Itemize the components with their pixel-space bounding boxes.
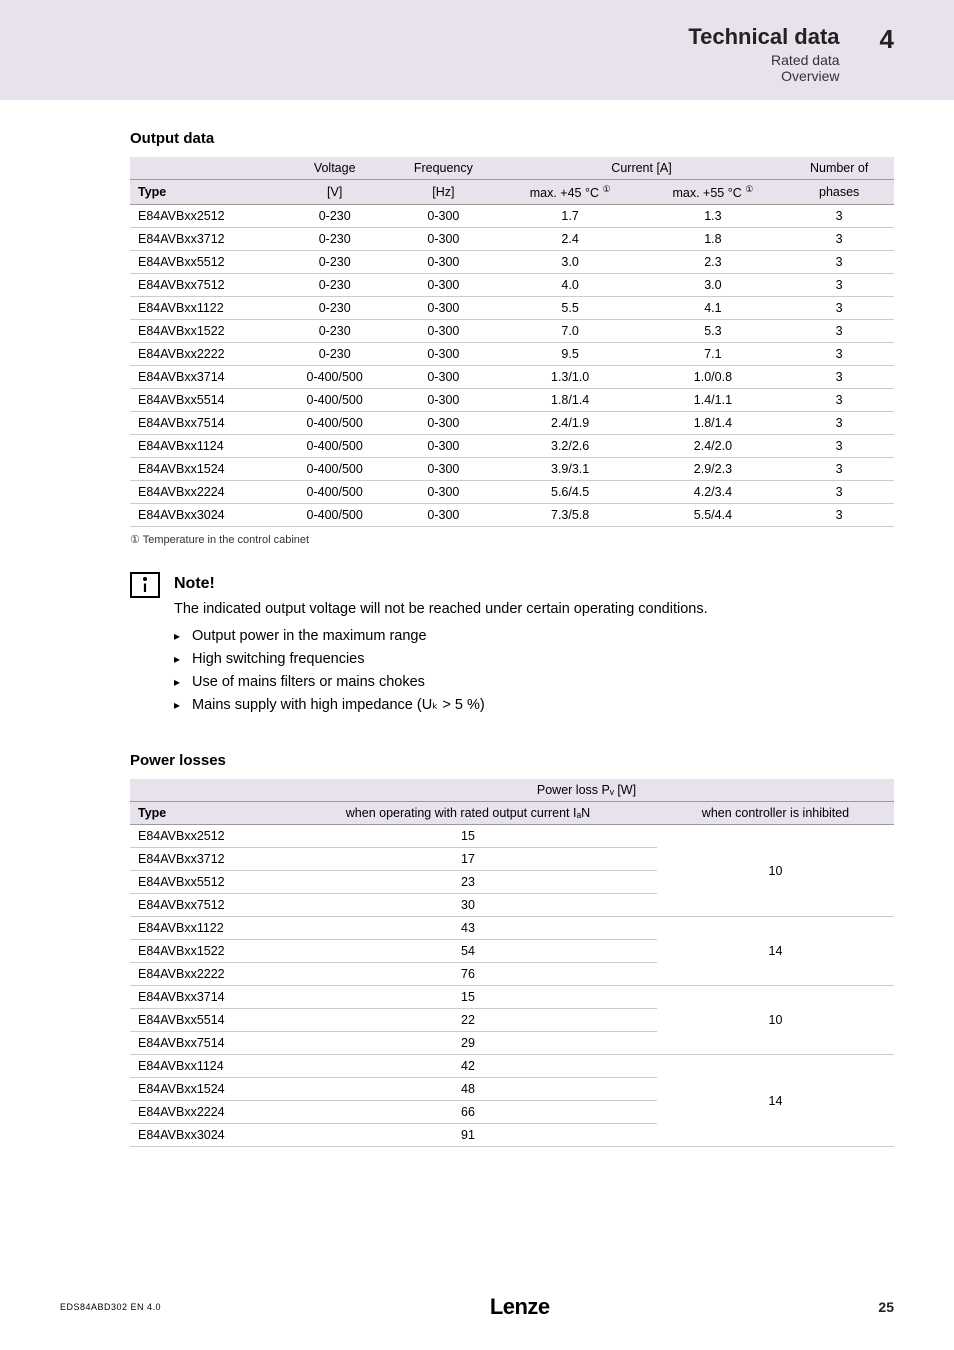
col-phases-bottom: phases — [784, 180, 894, 205]
footer-page-num: 25 — [878, 1299, 894, 1315]
page-header: Technical data Rated data Overview 4 — [0, 0, 954, 100]
table-row: E84AVBxx25121510 — [130, 825, 894, 848]
col-type: Type — [130, 180, 281, 205]
table-row: E84AVBxx75120-2300-3004.03.03 — [130, 274, 894, 297]
table-row: E84AVBxx55120-2300-3003.02.33 — [130, 251, 894, 274]
table-row: E84AVBxx37120-2300-3002.41.83 — [130, 228, 894, 251]
col-inhibited: when controller is inhibited — [657, 802, 894, 825]
power-losses-table: Power loss Pᵥ [W] Type when operating wi… — [130, 779, 894, 1147]
table-row: E84AVBxx37141510 — [130, 986, 894, 1009]
col-voltage-unit: [V] — [281, 180, 388, 205]
chapter-number: 4 — [880, 24, 894, 55]
table-row: E84AVBxx37140-400/5000-3001.3/1.01.0/0.8… — [130, 366, 894, 389]
col-frequency-unit: [Hz] — [388, 180, 499, 205]
note-body: The indicated output voltage will not be… — [174, 599, 708, 620]
table-row: E84AVBxx15220-2300-3007.05.33 — [130, 320, 894, 343]
header-text-block: Technical data Rated data Overview — [688, 24, 839, 84]
header-title: Technical data — [688, 24, 839, 50]
output-data-table: Voltage Frequency Current [A] Number of … — [130, 157, 894, 527]
col-phases-top: Number of — [784, 157, 894, 180]
note-list-item: Output power in the maximum range — [174, 626, 708, 647]
table-row: E84AVBxx30240-400/5000-3007.3/5.85.5/4.4… — [130, 504, 894, 527]
col-type2: Type — [130, 802, 279, 825]
table-row: E84AVBxx22240-400/5000-3005.6/4.54.2/3.4… — [130, 481, 894, 504]
table-row: E84AVBxx11220-2300-3005.54.13 — [130, 297, 894, 320]
table-row: E84AVBxx55140-400/5000-3001.8/1.41.4/1.1… — [130, 389, 894, 412]
output-footnote: ① Temperature in the control cabinet — [130, 533, 894, 546]
page-footer: EDS84ABD302 EN 4.0 Lenze 25 — [0, 1294, 954, 1320]
table-row: E84AVBxx22220-2300-3009.57.13 — [130, 343, 894, 366]
table-row: E84AVBxx25120-2300-3001.71.33 — [130, 205, 894, 228]
output-data-title: Output data — [130, 130, 894, 147]
table-row: E84AVBxx11240-400/5000-3003.2/2.62.4/2.0… — [130, 435, 894, 458]
col-powerloss-top: Power loss Pᵥ [W] — [279, 779, 894, 802]
table-row: E84AVBxx75140-400/5000-3002.4/1.91.8/1.4… — [130, 412, 894, 435]
table-row: E84AVBxx11224314 — [130, 917, 894, 940]
note-block: ı Note! The indicated output voltage wil… — [130, 572, 894, 718]
col-current-45: max. +45 °C ① — [499, 180, 642, 205]
col-rated: when operating with rated output current… — [279, 802, 657, 825]
power-losses-title: Power losses — [130, 752, 894, 769]
note-list-item: High switching frequencies — [174, 649, 708, 670]
col-current-55: max. +55 °C ① — [642, 180, 785, 205]
footer-doc-id: EDS84ABD302 EN 4.0 — [60, 1302, 161, 1312]
note-list: Output power in the maximum rangeHigh sw… — [174, 626, 708, 716]
table-row: E84AVBxx11244214 — [130, 1055, 894, 1078]
col-voltage: Voltage — [281, 157, 388, 180]
footer-logo: Lenze — [490, 1294, 550, 1320]
info-icon: ı — [130, 572, 160, 598]
header-sub1: Rated data — [688, 52, 839, 68]
col-current: Current [A] — [499, 157, 785, 180]
col-frequency: Frequency — [388, 157, 499, 180]
note-list-item: Use of mains filters or mains chokes — [174, 672, 708, 693]
note-list-item: Mains supply with high impedance (Uₖ > 5… — [174, 695, 708, 716]
note-title: Note! — [174, 572, 708, 595]
table-row: E84AVBxx15240-400/5000-3003.9/3.12.9/2.3… — [130, 458, 894, 481]
header-sub2: Overview — [688, 68, 839, 84]
